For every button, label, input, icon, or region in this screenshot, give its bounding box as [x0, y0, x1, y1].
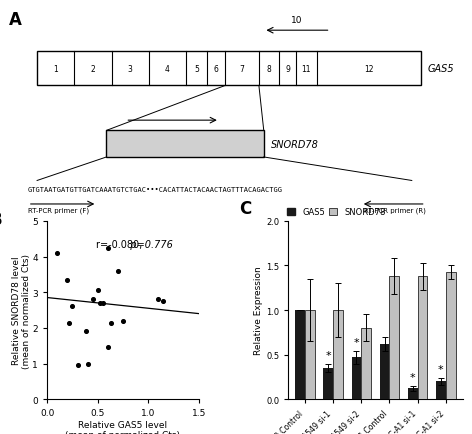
Text: r=-0.080,: r=-0.080, — [96, 239, 145, 249]
Bar — [37, 52, 421, 86]
Y-axis label: Relative SNORD78 level
(mean of normalized Cts): Relative SNORD78 level (mean of normaliz… — [12, 253, 31, 368]
Bar — [362, 328, 371, 399]
Text: 10: 10 — [291, 16, 303, 25]
Text: 1: 1 — [53, 64, 58, 73]
Point — [119, 318, 127, 325]
Bar — [436, 381, 446, 399]
Point — [96, 300, 103, 307]
Text: 2: 2 — [91, 64, 95, 73]
Text: 11: 11 — [302, 64, 311, 73]
Bar — [323, 368, 333, 399]
Point — [99, 300, 107, 307]
Point — [53, 250, 61, 257]
Text: RT-PCR primer (F): RT-PCR primer (F) — [28, 207, 89, 213]
Bar — [408, 388, 418, 399]
Text: 5: 5 — [194, 64, 199, 73]
Bar — [352, 358, 362, 399]
Text: *: * — [410, 372, 415, 382]
Text: 12: 12 — [364, 64, 374, 73]
Point — [84, 360, 92, 367]
Bar — [333, 310, 343, 399]
Point — [69, 303, 76, 310]
Text: p=0.776: p=0.776 — [96, 239, 173, 249]
Point — [160, 298, 167, 305]
Point — [104, 344, 111, 351]
Text: 4: 4 — [165, 64, 170, 73]
Bar — [446, 272, 455, 399]
Text: RT-PCR primer (R): RT-PCR primer (R) — [364, 207, 426, 213]
Text: A: A — [9, 11, 22, 29]
Bar — [389, 276, 399, 399]
Text: 8: 8 — [267, 64, 271, 73]
Point — [94, 287, 101, 294]
Point — [66, 319, 73, 326]
Text: GTGTAATGATGTTGATCAAATGTCTGAC•••CACATTACTACAACTAGTTTACAGACTGG: GTGTAATGATGTTGATCAAATGTCTGAC•••CACATTACT… — [28, 186, 283, 192]
Point — [82, 328, 89, 335]
Y-axis label: Relative Expression: Relative Expression — [254, 266, 263, 355]
Point — [154, 296, 162, 303]
Text: 9: 9 — [286, 64, 290, 73]
Bar — [295, 310, 305, 399]
Bar — [107, 131, 264, 158]
Point — [107, 319, 115, 326]
Text: 6: 6 — [213, 64, 219, 73]
Text: C: C — [239, 200, 252, 218]
Bar — [418, 276, 428, 399]
Text: *: * — [326, 350, 331, 360]
Text: *: * — [354, 338, 359, 348]
Point — [104, 244, 111, 251]
X-axis label: Relative GAS5 level
(mean of normalized Cts): Relative GAS5 level (mean of normalized … — [66, 420, 180, 434]
Text: 3: 3 — [128, 64, 133, 73]
Text: B: B — [0, 210, 2, 229]
Point — [89, 296, 96, 303]
Text: GAS5: GAS5 — [428, 64, 455, 74]
Point — [114, 268, 122, 275]
Bar — [305, 310, 315, 399]
Bar — [379, 344, 389, 399]
Text: *: * — [438, 365, 444, 375]
Text: 7: 7 — [240, 64, 244, 73]
Text: SNORD78: SNORD78 — [271, 139, 319, 149]
Point — [74, 362, 81, 369]
Legend: GAS5, SNORD78: GAS5, SNORD78 — [284, 204, 389, 220]
Point — [64, 276, 71, 283]
